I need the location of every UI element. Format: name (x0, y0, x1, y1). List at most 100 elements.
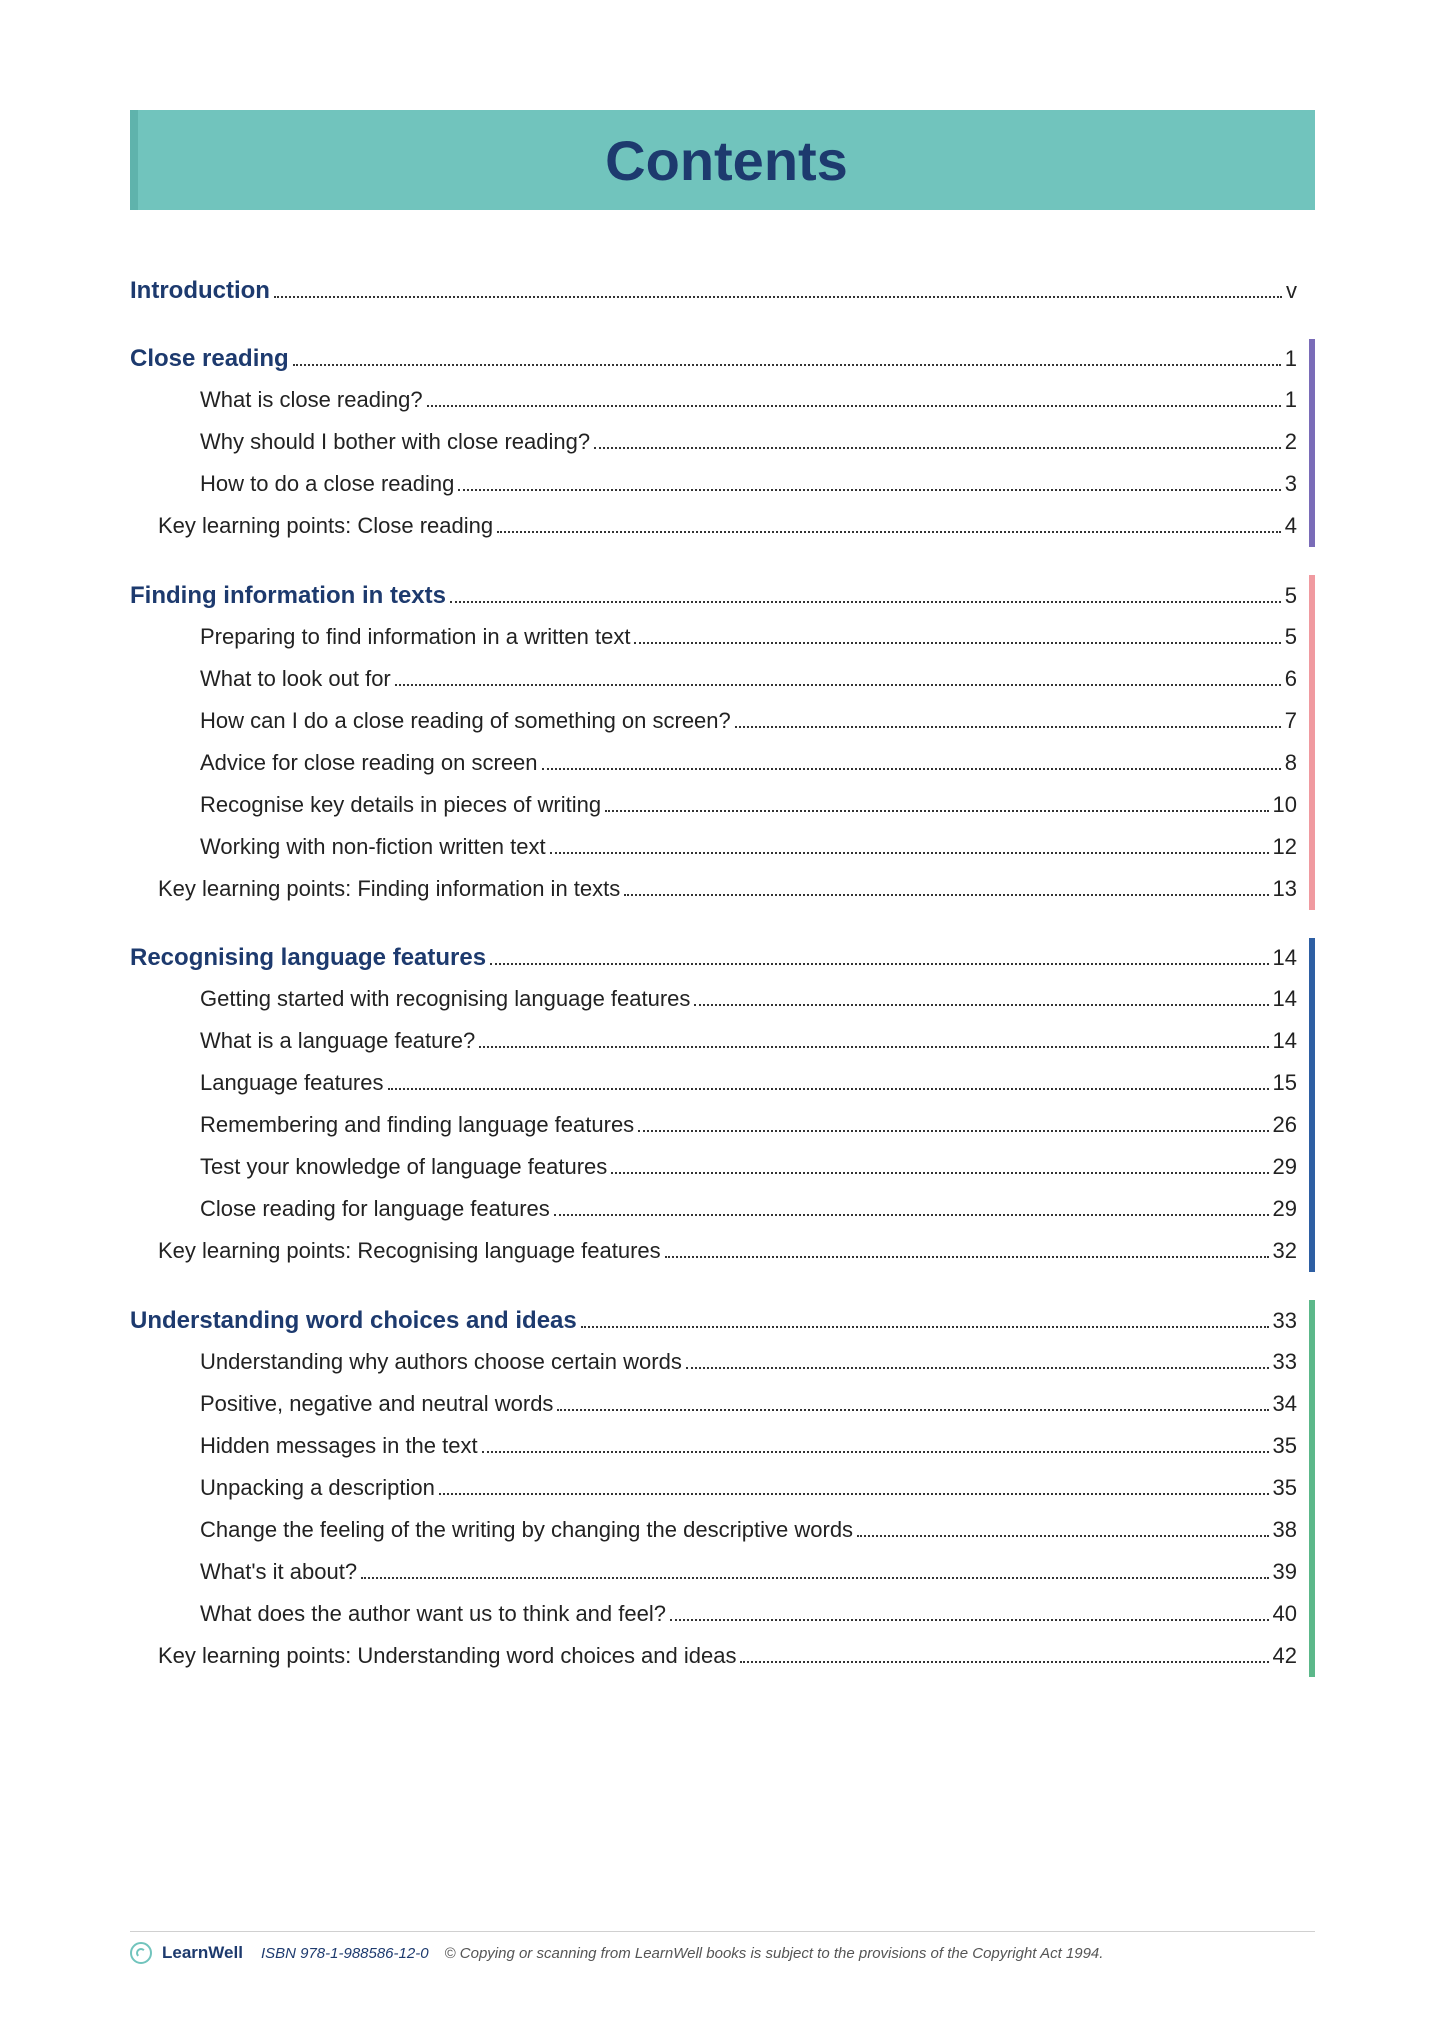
toc-sub-item: How to do a close reading 3 (130, 463, 1297, 505)
toc-section: Recognising language features 14 Getting s… (130, 938, 1315, 1273)
toc-sub-page: 10 (1273, 792, 1297, 818)
toc-sub-label: Understanding why authors choose certain… (200, 1349, 682, 1375)
toc-dot-leader (450, 581, 1281, 603)
toc-sub-label: What to look out for (200, 666, 391, 692)
toc-sub-label: Hidden messages in the text (200, 1433, 478, 1459)
toc-dot-leader (638, 1113, 1268, 1133)
toc-dot-leader (557, 1391, 1268, 1411)
toc-dot-leader (490, 944, 1268, 966)
toc-heading-page: 5 (1285, 583, 1297, 609)
toc-sub-page: 38 (1273, 1517, 1297, 1543)
toc-dot-leader (439, 1475, 1269, 1495)
toc-dot-leader (686, 1349, 1269, 1369)
toc-sub-item: Working with non-fiction written text12 (130, 826, 1297, 868)
toc-dot-leader (634, 624, 1280, 644)
toc-dot-leader (665, 1239, 1269, 1259)
toc-heading-page: v (1286, 278, 1297, 304)
toc-dot-leader (479, 1029, 1268, 1049)
toc-heading-label: Close reading (130, 345, 289, 373)
toc-sub-page: 34 (1273, 1391, 1297, 1417)
toc-heading-page: 33 (1273, 1308, 1297, 1334)
toc-sub-label: Language features (200, 1070, 384, 1096)
toc-sub-page: 35 (1273, 1475, 1297, 1501)
toc-sub-item: Why should I bother with close reading?2 (130, 421, 1297, 463)
toc-key-label: Key learning points: Close reading (158, 513, 493, 539)
toc-key-page: 13 (1273, 876, 1297, 902)
toc-dot-leader (293, 345, 1281, 367)
footer-copyright: © Copying or scanning from LearnWell boo… (445, 1945, 1104, 1962)
footer: LearnWell ISBN 978-1-988586-12-0 © Copyi… (130, 1931, 1315, 1964)
toc-sub-item: Remembering and finding language feature… (130, 1104, 1297, 1146)
toc-sub-page: 5 (1285, 624, 1297, 650)
toc-section-heading: Finding information in texts5 (130, 575, 1297, 616)
toc-sub-label: Advice for close reading on screen (200, 750, 538, 776)
footer-brand: LearnWell (162, 1943, 243, 1963)
toc-sub-item: What is a language feature?14 (130, 1020, 1297, 1062)
toc-sub-page: 12 (1273, 834, 1297, 860)
toc-section-heading: Understanding word choices and ideas 33 (130, 1300, 1297, 1341)
toc-sub-label: Why should I bother with close reading? (200, 429, 590, 455)
toc-sub-page: 29 (1273, 1154, 1297, 1180)
toc-sub-item: What's it about?39 (130, 1551, 1297, 1593)
toc-sub-label: How can I do a close reading of somethin… (200, 708, 731, 734)
toc-sub-label: Test your knowledge of language features (200, 1154, 607, 1180)
table-of-contents: IntroductionvClose reading1What is close… (130, 270, 1315, 1677)
toc-section: Close reading1What is close reading?1Why… (130, 339, 1315, 548)
toc-sub-page: 35 (1273, 1433, 1297, 1459)
footer-isbn: ISBN 978-1-988586-12-0 (261, 1945, 429, 1962)
toc-section: Understanding word choices and ideas33Un… (130, 1300, 1315, 1677)
toc-key-label: Key learning points: Understanding word … (158, 1643, 736, 1669)
toc-key-page: 4 (1285, 513, 1297, 539)
toc-heading-page: 1 (1285, 346, 1297, 372)
toc-dot-leader (605, 792, 1268, 812)
toc-sub-item: Language features 15 (130, 1062, 1297, 1104)
toc-sub-label: Getting started with recognising languag… (200, 986, 690, 1012)
toc-heading-page: 14 (1273, 945, 1297, 971)
toc-sub-item: Understanding why authors choose certain… (130, 1341, 1297, 1383)
toc-sub-page: 3 (1285, 471, 1297, 497)
toc-sub-label: How to do a close reading (200, 471, 454, 497)
toc-key-label: Key learning points: Finding information… (158, 876, 620, 902)
toc-section: Finding information in texts5 Preparing t… (130, 575, 1315, 910)
toc-dot-leader (388, 1071, 1269, 1091)
toc-sub-page: 15 (1273, 1070, 1297, 1096)
toc-sub-page: 33 (1273, 1349, 1297, 1375)
toc-key-item: Key learning points: Understanding word … (130, 1635, 1297, 1677)
toc-sub-label: What does the author want us to think an… (200, 1601, 666, 1627)
toc-sub-label: What's it about? (200, 1559, 357, 1585)
toc-dot-leader (550, 834, 1269, 854)
toc-dot-leader (554, 1197, 1269, 1217)
toc-sub-item: Test your knowledge of language features… (130, 1146, 1297, 1188)
toc-sub-item: Recognise key details in pieces of writi… (130, 784, 1297, 826)
toc-sub-item: Change the feeling of the writing by cha… (130, 1509, 1297, 1551)
toc-sub-page: 6 (1285, 666, 1297, 692)
toc-sub-label: Preparing to find information in a writt… (200, 624, 630, 650)
toc-dot-leader (735, 708, 1281, 728)
toc-sub-page: 1 (1285, 387, 1297, 413)
toc-key-item: Key learning points: Recognising languag… (130, 1230, 1297, 1272)
toc-sub-item: Positive, negative and neutral words34 (130, 1383, 1297, 1425)
toc-sub-item: What does the author want us to think an… (130, 1593, 1297, 1635)
toc-sub-item: Advice for close reading on screen 8 (130, 742, 1297, 784)
toc-sub-item: Unpacking a description35 (130, 1467, 1297, 1509)
toc-sub-page: 8 (1285, 750, 1297, 776)
page-title: Contents (605, 128, 848, 193)
toc-heading-label: Understanding word choices and ideas (130, 1307, 577, 1335)
toc-dot-leader (624, 876, 1268, 896)
toc-sub-page: 14 (1273, 1028, 1297, 1054)
toc-dot-leader (740, 1643, 1268, 1663)
toc-dot-leader (458, 471, 1280, 491)
toc-sub-item: What to look out for 6 (130, 658, 1297, 700)
toc-sub-page: 14 (1273, 986, 1297, 1012)
toc-dot-leader (581, 1306, 1269, 1328)
toc-sub-item: Getting started with recognising languag… (130, 978, 1297, 1020)
page: Contents IntroductionvClose reading1What… (0, 0, 1445, 2044)
toc-sub-item: Hidden messages in the text 35 (130, 1425, 1297, 1467)
toc-sub-page: 40 (1273, 1601, 1297, 1627)
toc-dot-leader (361, 1559, 1268, 1579)
toc-sub-page: 7 (1285, 708, 1297, 734)
title-banner: Contents (130, 110, 1315, 210)
toc-heading-label: Recognising language features (130, 944, 486, 972)
toc-dot-leader (427, 387, 1281, 407)
toc-sub-label: Remembering and finding language feature… (200, 1112, 634, 1138)
